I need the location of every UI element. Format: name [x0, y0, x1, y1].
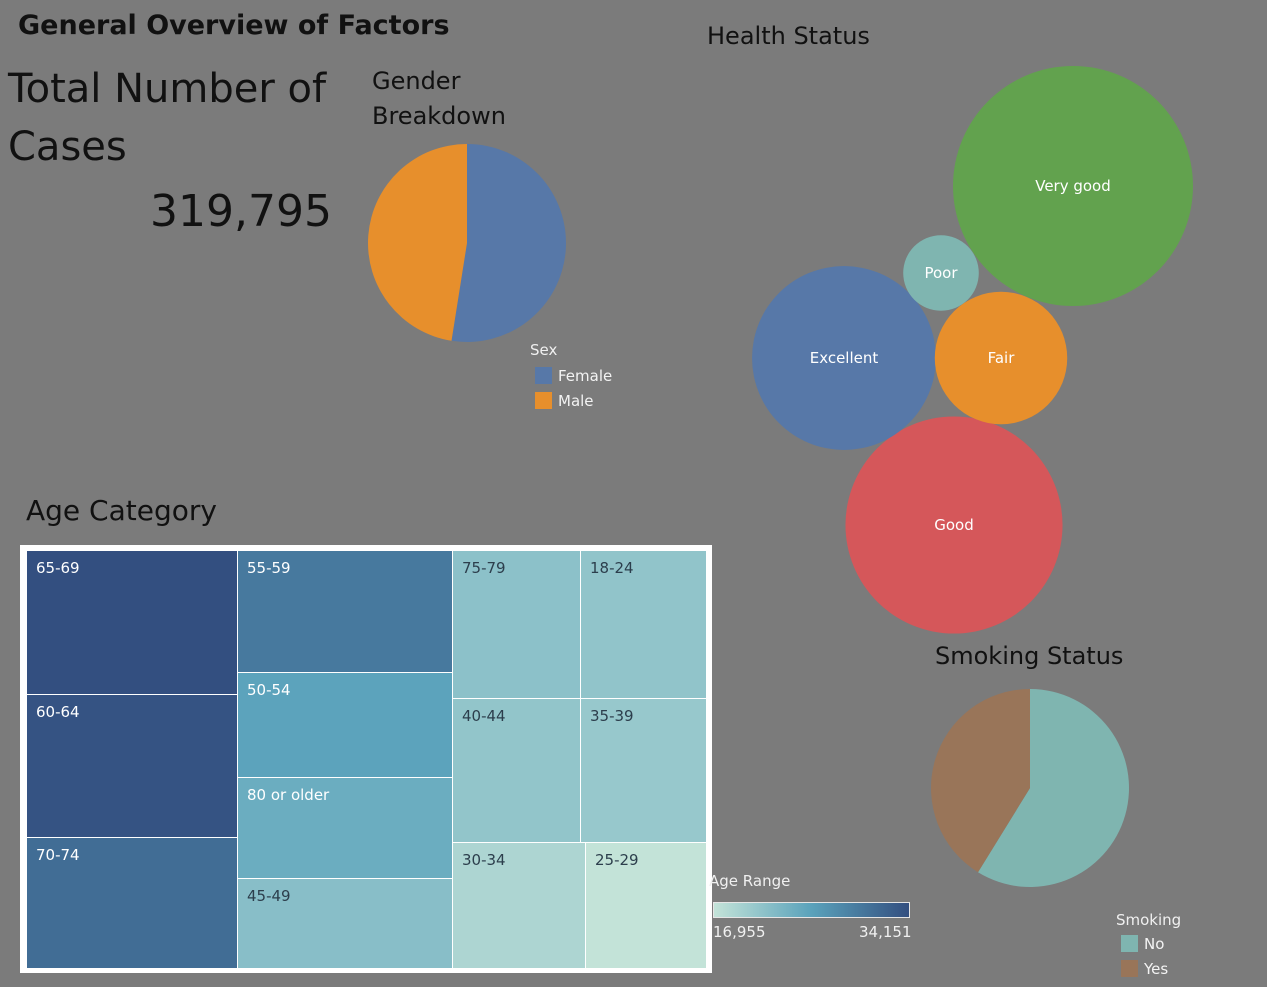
treemap-cell-rect[interactable]: [27, 551, 237, 694]
treemap-cell-rect[interactable]: [453, 843, 585, 968]
smoking-pie-chart: [931, 689, 1129, 887]
yes-swatch: [1121, 960, 1138, 977]
bubble-poor[interactable]: Poor: [903, 235, 979, 311]
treemap-cell-rect[interactable]: [238, 673, 452, 777]
gender-pie-chart: [367, 144, 566, 342]
age-treemap-chart: 65-69 60-64 70-74 55-59 50-54 80 or older 45-4…: [20, 545, 712, 973]
legend-item-yes[interactable]: Yes: [1121, 956, 1181, 981]
legend-label-male: Male: [558, 391, 594, 410]
treemap-cell-label: 30-34: [462, 851, 506, 869]
legend-item-no[interactable]: No: [1121, 931, 1181, 956]
health-bubble-chart: Very good Good Excellent Fair Poor: [752, 66, 1193, 634]
bubble-label: Very good: [1035, 177, 1111, 195]
age-range-min: 16,955: [713, 923, 766, 941]
age-range-gradient: [713, 902, 910, 918]
treemap-cell-35-39[interactable]: 35-39: [581, 699, 706, 842]
bubble-circle[interactable]: [752, 266, 936, 450]
female-swatch: [535, 367, 552, 384]
age-chart-title: Age Category: [26, 494, 217, 527]
treemap-cell-label: 35-39: [590, 707, 634, 725]
smoking-slice-yes[interactable]: [931, 689, 1030, 873]
legend-label-no: No: [1144, 934, 1165, 953]
legend-label-yes: Yes: [1144, 959, 1169, 978]
treemap-cell-45-49[interactable]: 45-49: [238, 879, 452, 968]
gender-slice-male[interactable]: [367, 144, 467, 341]
treemap-cell-70-74[interactable]: 70-74: [27, 838, 237, 968]
treemap-cell-rect[interactable]: [238, 879, 452, 968]
treemap-cell-rect[interactable]: [238, 551, 452, 672]
gender-chart-title: Gender Breakdown: [372, 67, 506, 130]
legend-item-male[interactable]: Male: [535, 388, 612, 413]
treemap-cell-label: 60-64: [36, 703, 80, 721]
sex-legend-title: Sex: [530, 341, 558, 359]
treemap-cell-label: 80 or older: [247, 786, 330, 804]
bubble-circle[interactable]: [934, 291, 1068, 425]
bubble-circle[interactable]: [903, 235, 979, 311]
treemap-cell-40-44[interactable]: 40-44: [453, 699, 580, 842]
bubble-circle[interactable]: [953, 66, 1193, 306]
treemap-cell-50-54[interactable]: 50-54: [238, 673, 452, 777]
treemap-cell-label: 40-44: [462, 707, 506, 725]
treemap-cell-rect[interactable]: [581, 699, 706, 842]
treemap-cell-60-64[interactable]: 60-64: [27, 695, 237, 837]
bubble-label: Good: [934, 516, 974, 534]
treemap-cell-label: 50-54: [247, 681, 291, 699]
treemap-cell-18-24[interactable]: 18-24: [581, 551, 706, 698]
age-range-max: 34,151: [859, 923, 912, 941]
treemap-cell-80-or-older[interactable]: 80 or older: [238, 778, 452, 878]
treemap-cell-30-34[interactable]: 30-34: [453, 843, 585, 968]
treemap-cell-label: 25-29: [595, 851, 639, 869]
total-cases-value: 319,795: [150, 186, 332, 237]
legend-label-female: Female: [558, 366, 613, 385]
smoking-legend: Smoking No Yes: [1116, 911, 1181, 981]
treemap-cell-label: 45-49: [247, 887, 291, 905]
age-range-legend-title: Age Range: [709, 872, 791, 890]
treemap-cell-label: 75-79: [462, 559, 506, 577]
treemap-cell-label: 70-74: [36, 846, 80, 864]
total-cases-title: Total Number of Cases: [8, 66, 327, 170]
legend-item-female[interactable]: Female: [535, 363, 612, 388]
treemap-cell-25-29[interactable]: 25-29: [586, 843, 706, 968]
no-swatch: [1121, 935, 1138, 952]
treemap-cell-65-69[interactable]: 65-69: [27, 551, 237, 694]
smoking-legend-title: Smoking: [1116, 911, 1182, 929]
treemap-cell-rect[interactable]: [27, 695, 237, 837]
treemap-cell-label: 18-24: [590, 559, 634, 577]
bubble-very-good[interactable]: Very good: [953, 66, 1193, 306]
bubble-label: Poor: [924, 264, 958, 282]
dashboard-title: General Overview of Factors: [18, 10, 450, 41]
male-swatch: [535, 392, 552, 409]
treemap-cell-75-79[interactable]: 75-79: [453, 551, 580, 698]
bubble-label: Fair: [988, 349, 1016, 367]
treemap-cell-rect[interactable]: [27, 838, 237, 968]
treemap-cell-rect[interactable]: [453, 699, 580, 842]
treemap-cell-label: 65-69: [36, 559, 80, 577]
treemap-cell-label: 55-59: [247, 559, 291, 577]
smoking-slice-no[interactable]: [978, 689, 1129, 887]
sex-legend: Sex Female Male: [530, 341, 612, 413]
bubble-label: Excellent: [810, 349, 879, 367]
treemap-cell-rect[interactable]: [238, 778, 452, 878]
bubble-excellent[interactable]: Excellent: [752, 266, 936, 450]
treemap-cell-55-59[interactable]: 55-59: [238, 551, 452, 672]
bubble-fair[interactable]: Fair: [934, 291, 1068, 425]
treemap-cell-rect[interactable]: [581, 551, 706, 698]
gender-slice-female[interactable]: [451, 144, 566, 342]
treemap-cell-rect[interactable]: [453, 551, 580, 698]
smoking-chart-title: Smoking Status: [935, 642, 1124, 670]
bubble-circle[interactable]: [845, 416, 1063, 634]
treemap-cell-rect[interactable]: [586, 843, 706, 968]
health-chart-title: Health Status: [707, 22, 870, 50]
bubble-good[interactable]: Good: [845, 416, 1063, 634]
